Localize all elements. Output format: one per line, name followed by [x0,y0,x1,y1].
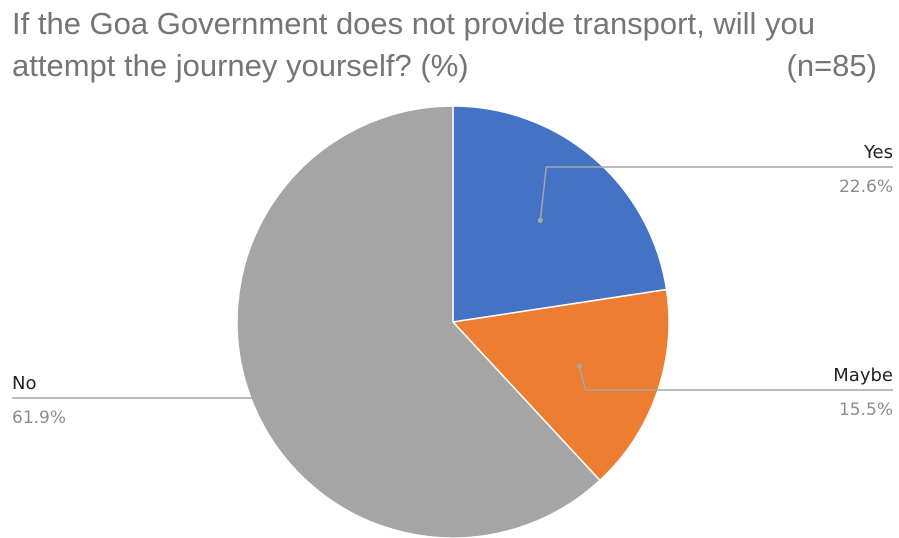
leader-dot-maybe [576,363,582,369]
slice-value-yes: 22.6% [839,177,893,197]
leader-line-no [12,370,330,399]
slice-value-no: 61.9% [12,408,66,428]
leader-dot-yes [537,217,543,223]
slice-label-maybe: Maybe [833,365,893,386]
pie-slices [236,105,670,538]
pie-slice-no [236,105,601,538]
chart-title-line-2: attempt the journey yourself? (%) [12,48,469,83]
slice-label-group-no: No 61.9% [12,368,331,428]
slice-value-maybe: 15.5% [839,400,893,420]
slice-label-group-yes: Yes 22.6% [537,142,893,223]
slice-label-yes: Yes [863,142,893,163]
slice-label-no: No [12,373,36,394]
pie-slice-yes [452,105,668,323]
leader-dot-no [325,368,331,374]
leader-line-maybe [578,365,893,391]
sample-size-label: (n=85) [786,48,877,83]
leader-line-yes [539,166,893,221]
chart-title-line-1: If the Goa Government does not provide t… [12,6,815,41]
pie-slice-maybe [451,288,670,482]
slice-label-group-maybe: Maybe 15.5% [576,363,893,420]
